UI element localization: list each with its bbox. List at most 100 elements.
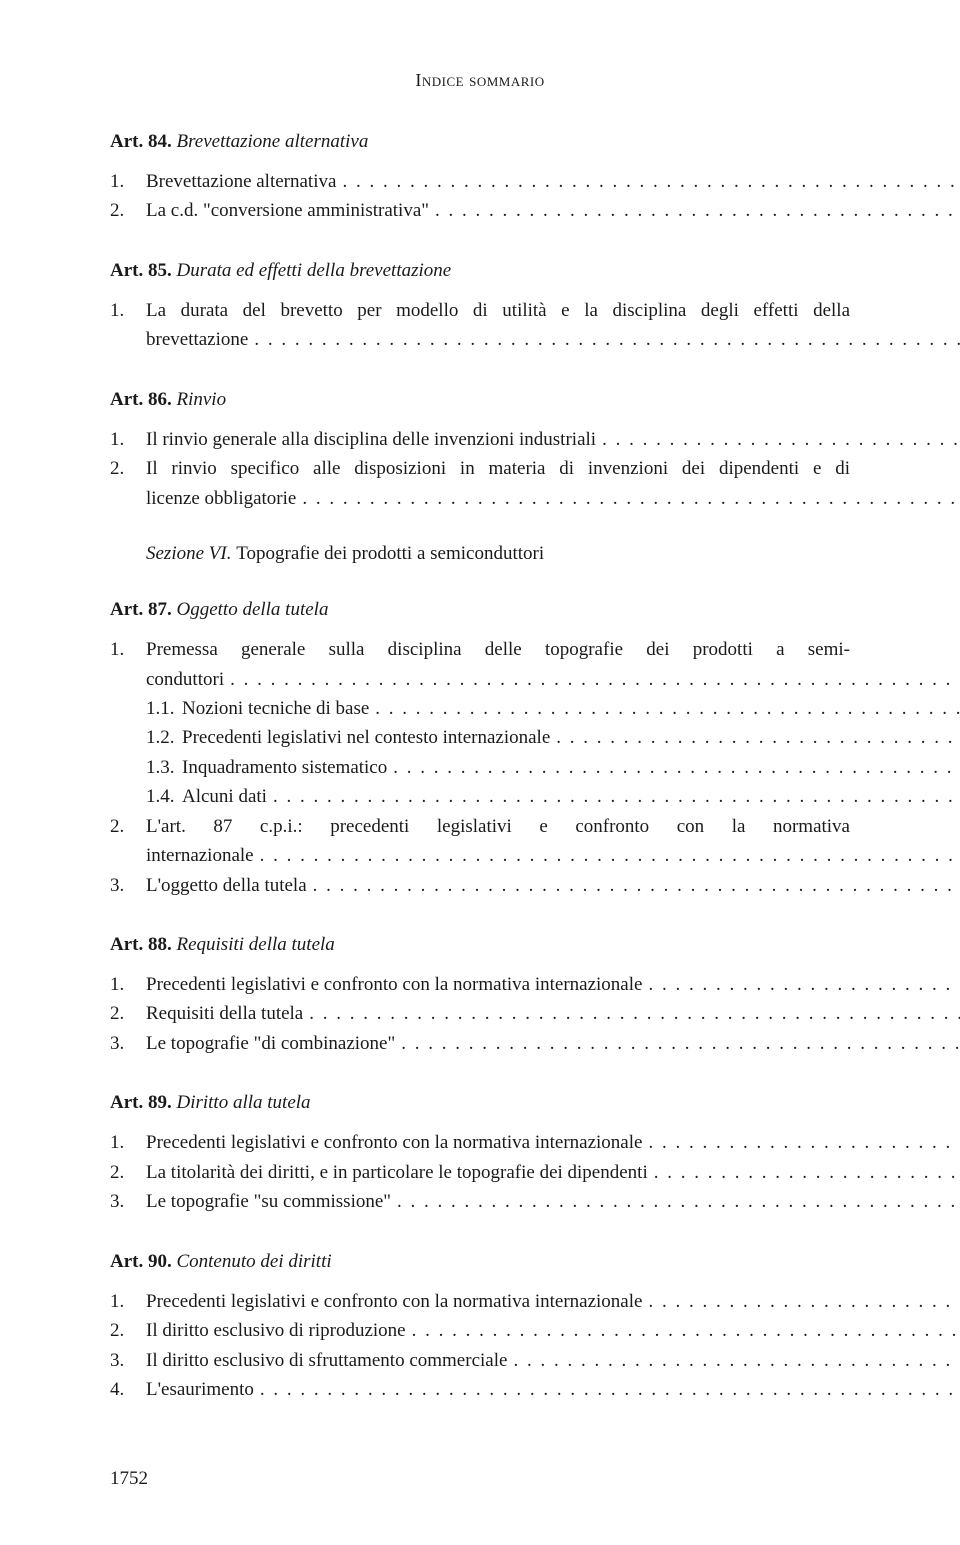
entry-number: 3. [110,1346,146,1375]
toc-entry: 1.Brevettazione alternativa. . . . . . .… [110,167,850,196]
entry-body: Il rinvio generale alla disciplina delle… [146,425,960,454]
article-label: Art. 88. [110,934,176,955]
toc-entry: 4.L'esaurimento. . . . . . . . . . . . .… [110,1375,850,1404]
article-label: Art. 90. [110,1251,176,1272]
dot-leader: . . . . . . . . . . . . . . . . . . . . … [406,1316,960,1345]
article-label: Art. 84. [110,131,176,152]
entry-number: 2. [110,1316,146,1345]
entry-body: L'oggetto della tutela. . . . . . . . . … [146,871,960,900]
entry-text: L'oggetto della tutela [146,871,307,900]
entry-text: Inquadramento sistematico [182,753,387,782]
entry-text: Le topografie "di combinazione" [146,1029,395,1058]
entry-number: 2. [110,454,146,483]
toc-entry-multiline: 2.Il rinvio specifico alle disposizioni … [110,454,850,513]
toc-entry: internazionale. . . . . . . . . . . . . … [110,841,850,870]
entry-body: La c.d. "conversione amministrativa". . … [146,196,960,225]
toc-entry: 1.Precedenti legislativi e confronto con… [110,970,850,999]
article-title: Oggetto della tutela [176,599,328,620]
article-title: Diritto alla tutela [176,1092,310,1113]
entry-body: brevettazione. . . . . . . . . . . . . .… [146,325,960,354]
dot-leader: . . . . . . . . . . . . . . . . . . . . … [507,1346,960,1375]
toc-entry: 2.La c.d. "conversione amministrativa". … [110,196,850,225]
toc-entry: 3.Il diritto esclusivo di sfruttamento c… [110,1346,850,1375]
article-heading: Art. 87. Oggetto della tutela [110,599,850,621]
entry-body: L'esaurimento. . . . . . . . . . . . . .… [146,1375,960,1404]
entry-text: L'esaurimento [146,1375,254,1404]
entry-text: Requisiti della tutela [146,999,303,1028]
entry-number: 2. [110,1158,146,1187]
toc-subentry: 1.3.Inquadramento sistematico. . . . . .… [110,753,850,782]
toc-entry: 1.Precedenti legislativi e confronto con… [110,1128,850,1157]
entry-body: Inquadramento sistematico. . . . . . . .… [182,753,960,782]
dot-leader: . . . . . . . . . . . . . . . . . . . . … [224,665,960,694]
toc-entry: conduttori. . . . . . . . . . . . . . . … [110,665,850,694]
toc-entry: 3.L'oggetto della tutela. . . . . . . . … [110,871,850,900]
entry-text: Il rinvio generale alla disciplina delle… [146,425,596,454]
dot-leader: . . . . . . . . . . . . . . . . . . . . … [254,841,960,870]
entry-text: licenze obbligatorie [146,484,296,513]
toc-entry: 1.La durata del brevetto per modello di … [110,296,850,325]
entry-body: internazionale. . . . . . . . . . . . . … [146,841,960,870]
section-title: Topografie dei prodotti a semiconduttori [236,543,544,564]
toc-entry: 1.Precedenti legislativi e confronto con… [110,1287,850,1316]
entry-text: Alcuni dati [182,782,267,811]
entry-number: 1.4. [146,782,182,811]
article-heading: Art. 85. Durata ed effetti della brevett… [110,260,850,282]
entry-body: Precedenti legislativi e confronto con l… [146,1287,960,1316]
entry-number: 3. [110,1029,146,1058]
toc-entry: brevettazione. . . . . . . . . . . . . .… [110,325,850,354]
entry-number: 4. [110,1375,146,1404]
dot-leader: . . . . . . . . . . . . . . . . . . . . … [336,167,960,196]
running-head: Indice sommario [110,70,850,91]
toc-entry: 2.L'art. 87 c.p.i.: precedenti legislati… [110,812,850,841]
toc-entry: 1.Il rinvio generale alla disciplina del… [110,425,850,454]
entry-text: Precedenti legislativi e confronto con l… [146,1287,642,1316]
entry-text: Precedenti legislativi e confronto con l… [146,1128,642,1157]
dot-leader: . . . . . . . . . . . . . . . . . . . . … [296,484,960,513]
entry-text: internazionale [146,841,254,870]
article-title: Contenuto dei diritti [176,1251,331,1272]
entry-number: 1. [110,1287,146,1316]
toc-entry: 2.Il diritto esclusivo di riproduzione. … [110,1316,850,1345]
article-label: Art. 85. [110,260,176,281]
entry-body: Il diritto esclusivo di riproduzione. . … [146,1316,960,1345]
page-number: 1752 [110,1468,148,1490]
entry-body: Nozioni tecniche di base. . . . . . . . … [182,694,960,723]
entry-body: Le topografie "di combinazione". . . . .… [146,1029,960,1058]
toc-entry: 3.Le topografie "di combinazione". . . .… [110,1029,850,1058]
entry-body: licenze obbligatorie. . . . . . . . . . … [146,484,960,513]
entry-text: Le topografie "su commissione" [146,1187,391,1216]
toc-entry: 1.Premessa generale sulla disciplina del… [110,635,850,664]
entry-text: Il diritto esclusivo di sfruttamento com… [146,1346,507,1375]
article-title: Durata ed effetti della brevettazione [176,260,451,281]
dot-leader: . . . . . . . . . . . . . . . . . . . . … [303,999,960,1028]
entry-text: La c.d. "conversione amministrativa" [146,196,429,225]
article-title: Rinvio [176,389,226,410]
entry-text: brevettazione [146,325,248,354]
entry-text: Premessa generale sulla disciplina delle… [146,635,850,664]
dot-leader: . . . . . . . . . . . . . . . . . . . . … [267,782,960,811]
dot-leader: . . . . . . . . . . . . . . . . . . . . … [550,723,960,752]
toc-entry-multiline: 1.La durata del brevetto per modello di … [110,296,850,355]
toc-entry-multiline: 1.Premessa generale sulla disciplina del… [110,635,850,694]
entry-body: Requisiti della tutela. . . . . . . . . … [146,999,960,1028]
entry-text: La durata del brevetto per modello di ut… [146,296,850,325]
entry-text: La titolarità dei diritti, e in particol… [146,1158,648,1187]
article-heading: Art. 86. Rinvio [110,389,850,411]
toc-entry: 2.La titolarità dei diritti, e in partic… [110,1158,850,1187]
dot-leader: . . . . . . . . . . . . . . . . . . . . … [642,1128,960,1157]
entry-body: Il diritto esclusivo di sfruttamento com… [146,1346,960,1375]
dot-leader: . . . . . . . . . . . . . . . . . . . . … [596,425,960,454]
entry-body: Brevettazione alternativa. . . . . . . .… [146,167,960,196]
entry-number: 1. [110,425,146,454]
dot-leader: . . . . . . . . . . . . . . . . . . . . … [369,694,960,723]
entry-body: conduttori. . . . . . . . . . . . . . . … [146,665,960,694]
article-label: Art. 89. [110,1092,176,1113]
entry-text: Precedenti legislativi nel contesto inte… [182,723,550,752]
entry-body: Precedenti legislativi e confronto con l… [146,1128,960,1157]
toc-entry: licenze obbligatorie. . . . . . . . . . … [110,484,850,513]
toc-entry-multiline: 2.L'art. 87 c.p.i.: precedenti legislati… [110,812,850,871]
dot-leader: . . . . . . . . . . . . . . . . . . . . … [429,196,960,225]
article-label: Art. 87. [110,599,176,620]
dot-leader: . . . . . . . . . . . . . . . . . . . . … [387,753,960,782]
